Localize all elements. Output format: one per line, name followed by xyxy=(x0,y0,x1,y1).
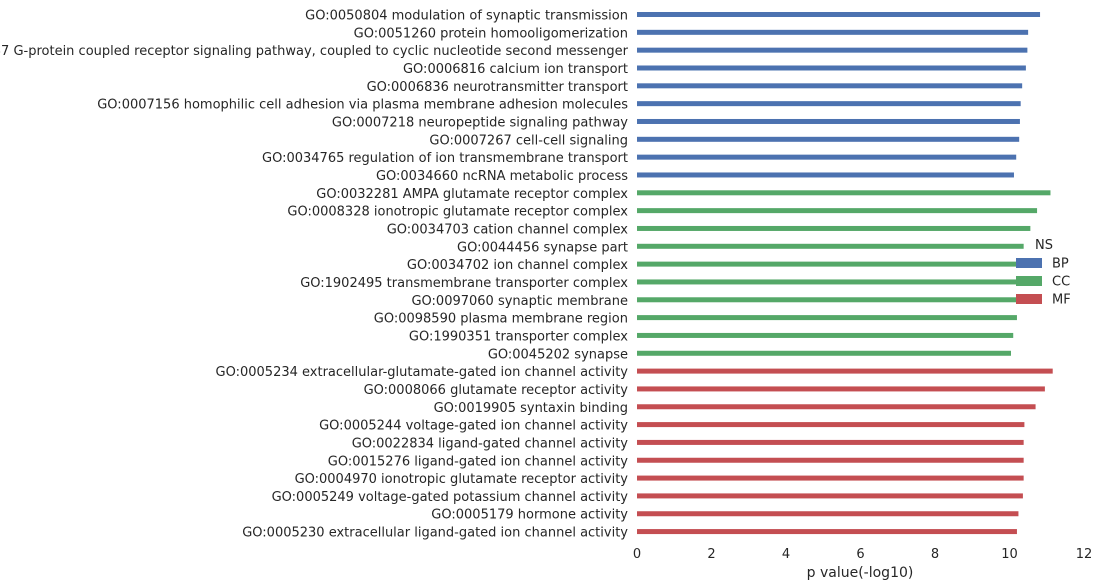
category-label: GO:0097060 synaptic membrane xyxy=(411,294,628,309)
category-label: GO:0045202 synapse xyxy=(488,347,628,362)
category-label: GO:0034703 cation channel complex xyxy=(387,222,629,237)
category-label: GO:1990351 transporter complex xyxy=(409,329,628,344)
bar-bp xyxy=(637,118,1020,124)
legend-swatch-cc xyxy=(1016,276,1042,286)
bar-cc xyxy=(637,261,1020,267)
bar-mf xyxy=(637,493,1023,499)
category-label: GO:0005179 hormone activity xyxy=(431,508,628,523)
category-label: GO:0034660 ncRNA metabolic process xyxy=(376,169,628,184)
category-label: GO:0004970 ionotropic glutamate receptor… xyxy=(295,472,629,487)
bar-mf xyxy=(637,511,1019,517)
bar-bp xyxy=(637,65,1026,71)
bar-bp xyxy=(637,29,1029,35)
x-tick-label: 4 xyxy=(782,547,790,562)
bar-cc xyxy=(637,279,1018,285)
legend-items: BP CC MF xyxy=(1016,257,1071,308)
category-label: GO:0007267 cell-cell signaling xyxy=(429,133,628,148)
bar-bp xyxy=(637,83,1023,89)
category-label: GO:0008066 glutamate receptor activity xyxy=(364,383,629,398)
category-label: GO:0008328 ionotropic glutamate receptor… xyxy=(287,205,628,220)
bar-bp xyxy=(637,47,1028,53)
x-axis-label: p value(-log10) xyxy=(807,565,914,581)
legend-swatch-mf xyxy=(1016,294,1042,304)
category-label: GO:0015276 ligand-gated ion channel acti… xyxy=(328,454,629,469)
bar-bp xyxy=(637,172,1014,178)
legend-swatch-bp xyxy=(1016,258,1042,268)
category-label: GO:1902495 transmembrane transporter com… xyxy=(300,276,628,291)
category-label: GO:0034765 regulation of ion transmembra… xyxy=(262,151,628,166)
category-label: GO:0032281 AMPA glutamate receptor compl… xyxy=(316,187,628,202)
bar-mf xyxy=(637,386,1045,392)
bar-bp xyxy=(637,101,1021,107)
bars xyxy=(637,12,1053,535)
category-label: GO:0007156 homophilic cell adhesion via … xyxy=(97,98,628,113)
category-label: GO:0051260 protein homooligomerization xyxy=(354,26,628,41)
bar-cc xyxy=(637,208,1038,214)
bar-mf xyxy=(637,404,1036,410)
category-label: GO:0044456 synapse part xyxy=(457,240,628,255)
x-tick-label: 6 xyxy=(856,547,864,562)
x-tick-labels: 0 2 4 6 8 10 12 xyxy=(633,547,1092,562)
category-label: GO:0098590 plasma membrane region xyxy=(374,312,628,327)
category-label: GO:0022834 ligand-gated channel activity xyxy=(352,436,629,451)
bar-mf xyxy=(637,457,1024,463)
bar-mf xyxy=(637,368,1053,374)
bar-bp xyxy=(637,154,1017,160)
legend-label-mf: MF xyxy=(1052,293,1071,308)
bar-bp xyxy=(637,136,1020,142)
category-label: GO:0006836 neurotransmitter transport xyxy=(367,80,628,95)
legend-label-bp: BP xyxy=(1052,257,1069,272)
bar-mf xyxy=(637,439,1024,445)
category-labels: GO:0050804 modulation of synaptic transm… xyxy=(0,9,629,541)
category-label: GO:0019905 syntaxin binding xyxy=(434,401,628,416)
bar-cc xyxy=(637,243,1024,249)
category-label: GO:0005230 extracellular ligand-gated io… xyxy=(242,526,628,541)
category-label: GO:0034702 ion channel complex xyxy=(407,258,628,273)
x-axis: 0 2 4 6 8 10 12 p value(-log10) xyxy=(633,547,1092,581)
x-tick-label: 8 xyxy=(931,547,939,562)
category-label: GO:0005234 extracellular-glutamate-gated… xyxy=(216,365,629,380)
category-label: GO:0050804 modulation of synaptic transm… xyxy=(305,9,628,24)
category-label: GO:0005249 voltage-gated potassium chann… xyxy=(272,490,629,505)
bar-cc xyxy=(637,332,1014,338)
x-tick-label: 10 xyxy=(1001,547,1018,562)
category-label: GO:0007187 G-protein coupled receptor si… xyxy=(0,44,629,59)
x-tick-label: 12 xyxy=(1076,547,1093,562)
bar-cc xyxy=(637,225,1031,231)
legend-title: NS xyxy=(1035,238,1053,253)
bar-cc xyxy=(637,315,1017,321)
bar-mf xyxy=(637,475,1024,481)
bar-cc xyxy=(637,297,1018,303)
bar-cc xyxy=(637,190,1051,196)
bar-cc xyxy=(637,350,1011,356)
legend-label-cc: CC xyxy=(1052,275,1070,290)
legend: NS BP CC MF xyxy=(1016,238,1071,308)
x-tick-label: 0 xyxy=(633,547,641,562)
category-label: GO:0006816 calcium ion transport xyxy=(403,62,628,77)
x-tick-label: 2 xyxy=(707,547,715,562)
bar-mf xyxy=(637,529,1017,535)
bar-mf xyxy=(637,422,1025,428)
category-label: GO:0005244 voltage-gated ion channel act… xyxy=(319,419,628,434)
category-label: GO:0007218 neuropeptide signaling pathwa… xyxy=(332,115,628,130)
bar-bp xyxy=(637,12,1041,17)
